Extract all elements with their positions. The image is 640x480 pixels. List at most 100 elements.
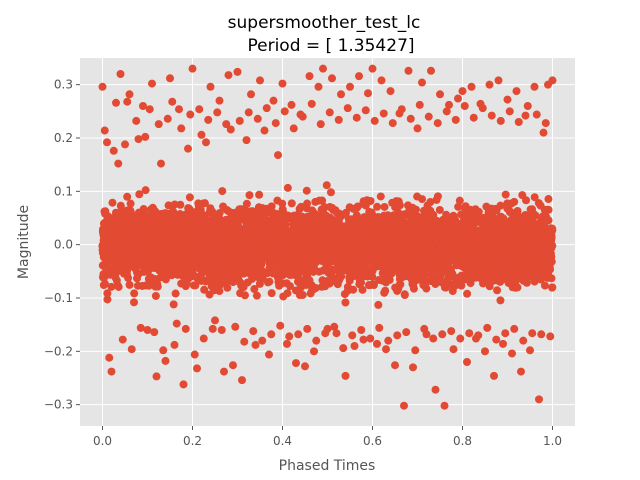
data-point [369, 251, 378, 260]
data-point [339, 344, 348, 353]
data-point [461, 275, 470, 284]
y-axis-ticks: −0.3 −0.2 −0.1 0.0 0.1 0.2 0.3 [44, 78, 80, 412]
data-point [376, 192, 385, 201]
data-point [196, 244, 205, 253]
data-point [513, 209, 522, 218]
data-point [510, 197, 519, 206]
data-point [455, 196, 464, 205]
data-point [411, 270, 420, 279]
data-point [222, 218, 231, 227]
data-point [438, 330, 447, 339]
data-point [501, 329, 510, 338]
data-point [420, 256, 429, 265]
data-point [322, 234, 331, 243]
data-point [242, 136, 251, 145]
data-point [105, 353, 114, 362]
data-point [457, 261, 466, 270]
data-point [401, 210, 410, 219]
data-point [177, 270, 186, 279]
data-point [275, 249, 284, 258]
data-point [457, 281, 466, 290]
y-tick-label: 0.2 [54, 131, 73, 145]
data-point [517, 367, 525, 376]
data-point [370, 263, 379, 272]
data-point [220, 242, 229, 251]
data-point [289, 124, 298, 133]
data-point [185, 193, 194, 202]
data-point [469, 250, 478, 259]
data-point [273, 217, 282, 226]
data-point [436, 90, 444, 99]
data-point [425, 234, 434, 243]
data-point [531, 211, 540, 220]
data-point [375, 323, 384, 332]
data-point [105, 263, 114, 272]
data-point [324, 268, 333, 277]
data-point [539, 128, 548, 137]
data-point [133, 281, 142, 290]
data-point [345, 276, 354, 285]
data-point [276, 321, 285, 330]
data-point [481, 230, 490, 239]
data-point [492, 335, 501, 344]
data-point [380, 202, 389, 211]
data-point [148, 79, 156, 88]
data-point [449, 282, 458, 291]
data-point [499, 231, 508, 240]
data-point [235, 205, 244, 214]
data-point [168, 97, 177, 106]
data-point [194, 199, 203, 208]
data-point [393, 331, 402, 340]
data-point [274, 274, 283, 283]
data-point [227, 212, 236, 221]
data-point [98, 82, 107, 91]
data-point [250, 285, 259, 294]
data-point [361, 106, 370, 115]
data-point [493, 286, 502, 295]
data-point [512, 87, 521, 96]
data-point [472, 232, 481, 241]
data-point [505, 107, 514, 116]
data-point [333, 242, 342, 251]
data-point [208, 324, 217, 333]
data-point [254, 233, 263, 242]
data-point [247, 90, 255, 99]
data-point [395, 270, 404, 279]
data-point [397, 264, 406, 273]
data-point [258, 336, 267, 345]
data-point [432, 216, 441, 225]
data-point [303, 199, 312, 208]
data-point [406, 114, 415, 123]
x-tick-label: 0.4 [273, 434, 292, 448]
data-point [456, 233, 465, 242]
x-axis-title: Phased Times [279, 458, 376, 474]
data-point [161, 356, 170, 365]
data-point [309, 227, 318, 236]
data-point [388, 265, 397, 274]
y-tick-label: −0.3 [44, 398, 73, 412]
data-point [211, 218, 220, 227]
data-point [504, 271, 513, 280]
data-point [210, 240, 219, 249]
data-point [204, 115, 213, 124]
data-point [316, 120, 325, 129]
data-point [180, 213, 189, 222]
data-point [182, 279, 191, 288]
data-point [281, 252, 290, 261]
data-point [252, 291, 261, 300]
data-point [463, 231, 472, 240]
data-point [540, 205, 549, 214]
data-point [326, 188, 335, 197]
data-point [321, 329, 330, 338]
data-point [130, 289, 139, 298]
data-point [283, 183, 292, 192]
data-point [373, 202, 382, 211]
data-point [492, 236, 501, 245]
data-point [123, 97, 132, 106]
data-point [352, 113, 361, 122]
data-point [447, 327, 456, 336]
data-point [160, 209, 169, 218]
data-point [463, 240, 472, 249]
data-point [307, 99, 316, 108]
